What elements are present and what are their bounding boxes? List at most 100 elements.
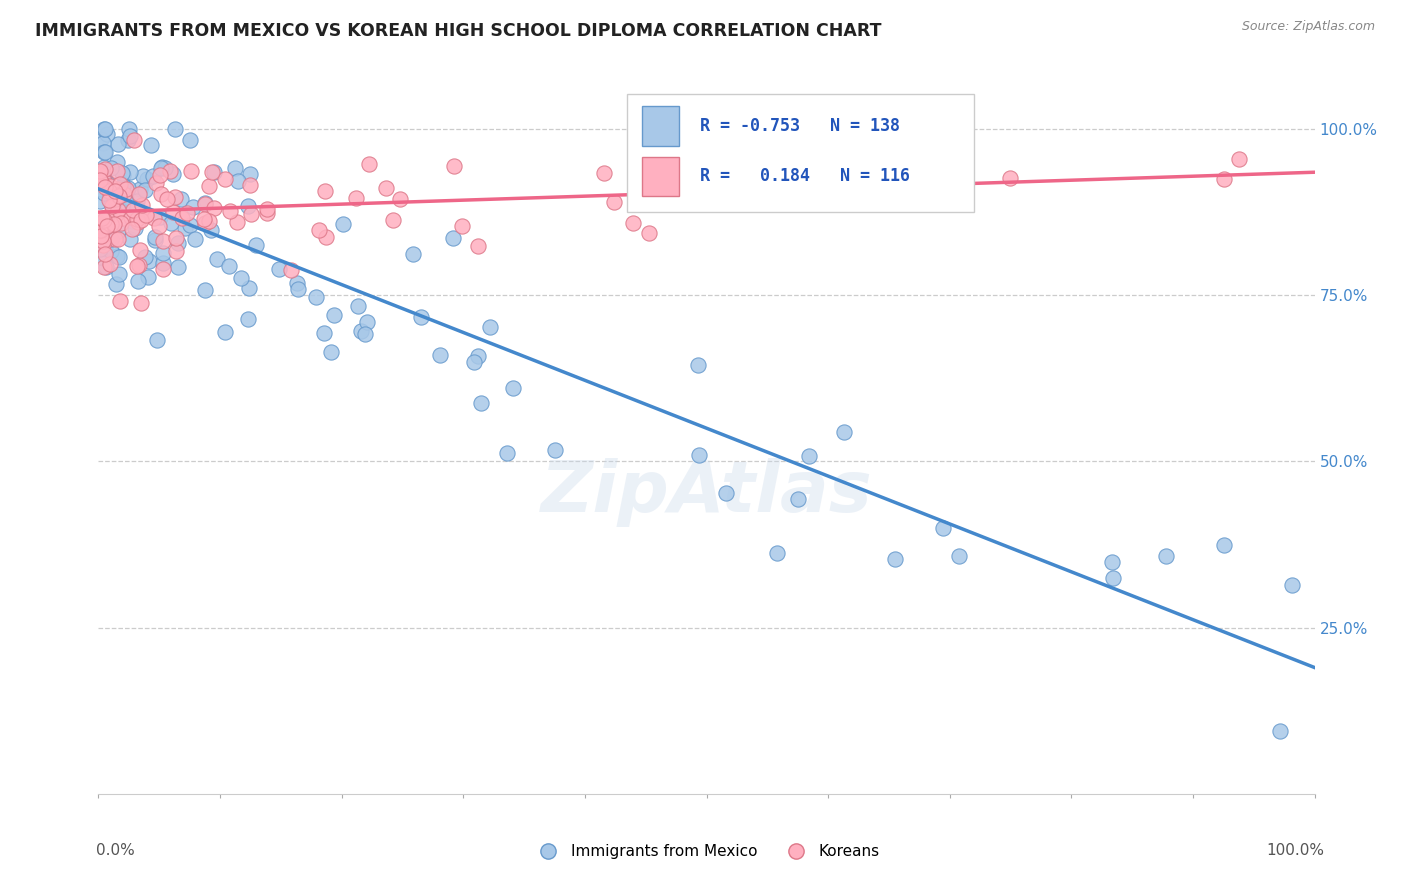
Point: [496, 446, 519, 460]
Point: [799, 450, 821, 464]
Point: [1213, 171, 1236, 186]
Point: [96, 260, 118, 274]
Point: [96, 176, 118, 190]
Point: [98, 257, 121, 271]
Point: [148, 219, 170, 233]
Point: [593, 166, 616, 180]
Point: [202, 165, 225, 179]
Point: [103, 213, 125, 227]
Text: R =   0.184   N = 116: R = 0.184 N = 116: [700, 168, 911, 186]
Point: [115, 194, 138, 209]
Point: [124, 220, 146, 235]
Point: [89, 229, 111, 244]
Point: [344, 191, 367, 205]
Point: [107, 232, 129, 246]
Point: [239, 178, 262, 192]
Point: [948, 549, 970, 564]
Point: [105, 249, 128, 263]
Point: [117, 180, 139, 194]
Point: [93, 166, 115, 180]
Point: [544, 443, 567, 458]
Bar: [643, 106, 679, 145]
Point: [96, 219, 118, 234]
Point: [205, 252, 228, 266]
Point: [89, 173, 111, 187]
Point: [105, 163, 128, 178]
Point: [180, 164, 202, 178]
Point: [245, 238, 267, 252]
Point: [450, 219, 472, 233]
Point: [112, 211, 135, 225]
Point: [315, 230, 337, 244]
Point: [214, 325, 236, 339]
Point: [224, 161, 246, 175]
Point: [118, 232, 141, 246]
Point: [104, 232, 127, 246]
Text: ZipAtlas: ZipAtlas: [541, 458, 872, 527]
Point: [125, 211, 148, 226]
Point: [194, 216, 217, 230]
Point: [159, 164, 181, 178]
Point: [90, 176, 112, 190]
Point: [786, 492, 808, 507]
Point: [134, 250, 156, 264]
Point: [129, 213, 152, 227]
Point: [374, 181, 396, 195]
Point: [1268, 724, 1291, 739]
Point: [107, 136, 129, 151]
Point: [179, 133, 201, 147]
Point: [143, 233, 166, 247]
Point: [321, 345, 343, 359]
Point: [308, 223, 330, 237]
Point: [314, 184, 336, 198]
Point: [346, 299, 368, 313]
Point: [103, 189, 125, 203]
Point: [135, 208, 157, 222]
Point: [118, 128, 141, 143]
Point: [107, 203, 129, 218]
Point: [153, 161, 176, 176]
Point: [138, 254, 160, 268]
Legend: Immigrants from Mexico, Koreans: Immigrants from Mexico, Koreans: [527, 838, 886, 865]
Point: [100, 218, 122, 232]
Point: [100, 195, 122, 210]
Point: [96, 128, 118, 142]
Point: [194, 283, 217, 297]
Point: [90, 223, 112, 237]
Point: [91, 211, 114, 225]
Point: [479, 320, 502, 334]
Point: [107, 224, 129, 238]
Point: [114, 189, 136, 203]
Point: [183, 232, 205, 246]
Point: [112, 187, 135, 202]
Point: [98, 178, 121, 193]
Point: [165, 231, 187, 245]
Point: [219, 204, 242, 219]
Point: [93, 235, 115, 249]
Point: [89, 223, 111, 237]
Point: [280, 263, 302, 277]
Point: [1102, 572, 1125, 586]
Point: [429, 348, 451, 362]
Point: [118, 122, 141, 136]
Point: [93, 122, 115, 136]
Point: [214, 171, 236, 186]
Point: [104, 192, 127, 206]
Point: [167, 235, 190, 250]
Point: [89, 167, 111, 181]
Point: [155, 192, 177, 206]
Point: [226, 215, 249, 229]
Point: [136, 270, 159, 285]
Point: [198, 214, 221, 228]
Point: [114, 182, 136, 196]
Point: [101, 199, 124, 213]
Point: [388, 192, 411, 206]
Point: [103, 217, 125, 231]
Point: [110, 293, 132, 308]
Text: R = -0.753   N = 138: R = -0.753 N = 138: [700, 117, 900, 135]
Point: [162, 167, 184, 181]
Point: [256, 202, 278, 217]
Point: [115, 201, 138, 215]
Point: [1281, 578, 1303, 592]
Point: [93, 174, 115, 188]
